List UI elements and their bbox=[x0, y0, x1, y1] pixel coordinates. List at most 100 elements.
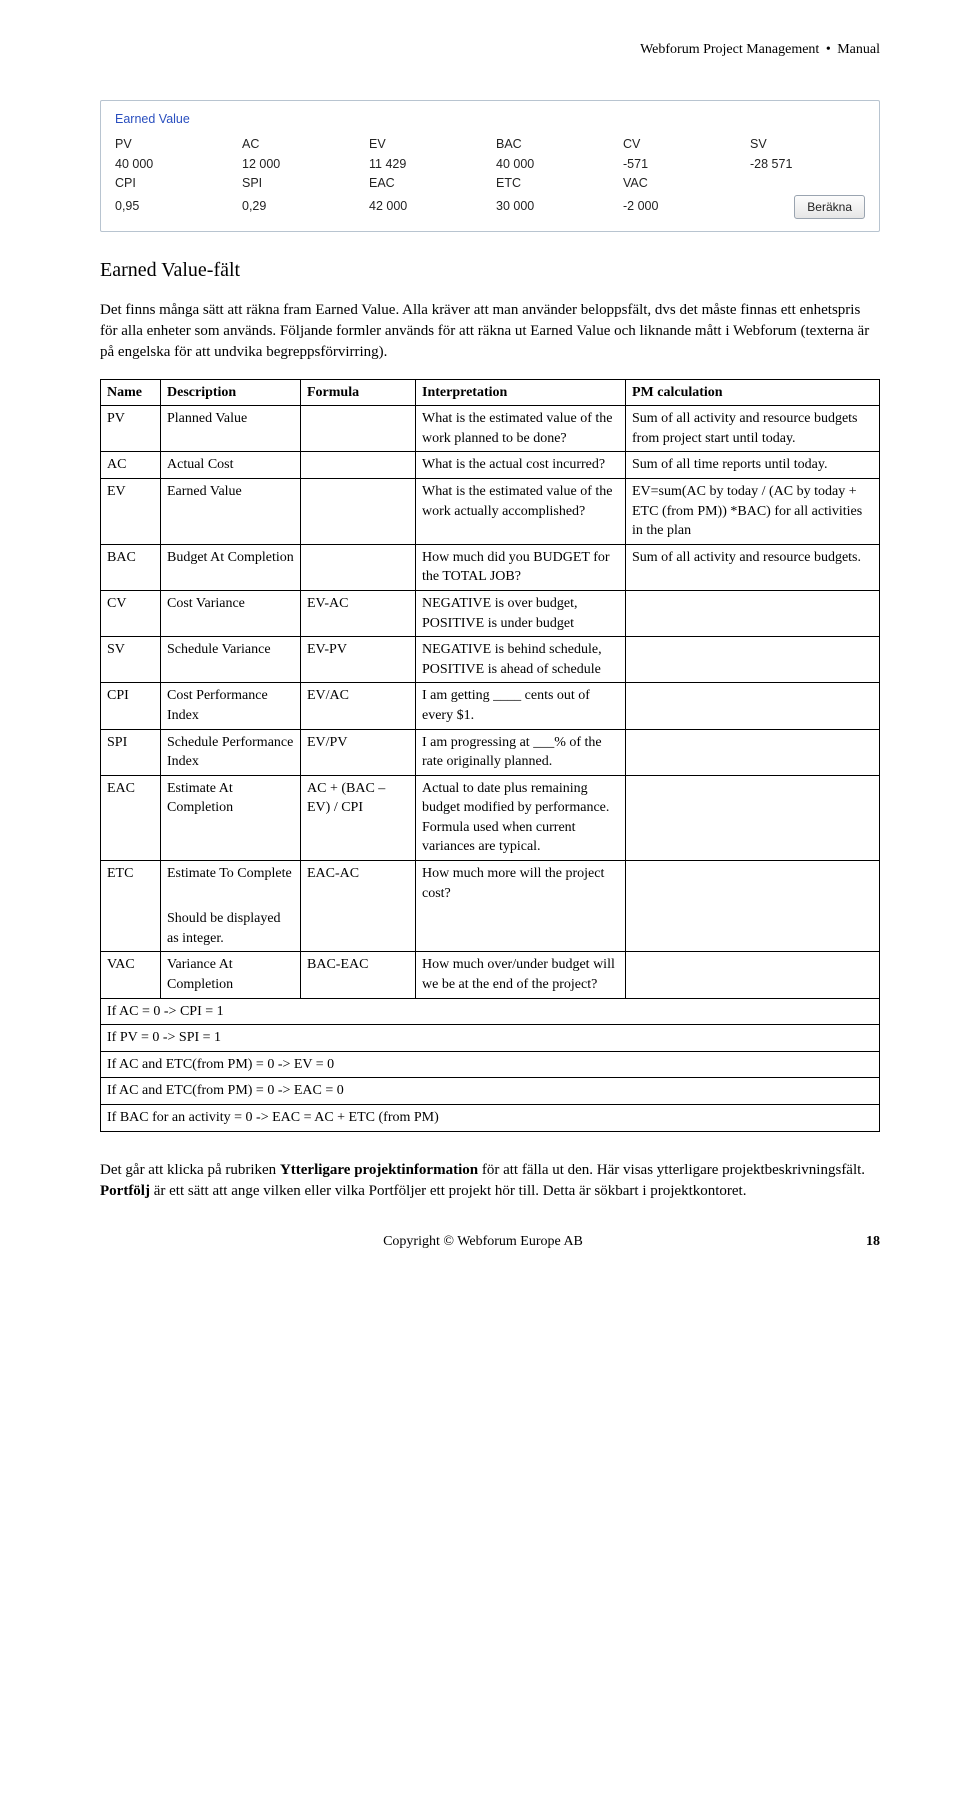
table-footnote-row: If PV = 0 -> SPI = 1 bbox=[101, 1025, 880, 1052]
table-cell-formula: AC + (BAC – EV) / CPI bbox=[301, 775, 416, 860]
table-cell-formula bbox=[301, 452, 416, 479]
page-footer: Copyright © Webforum Europe AB 18 bbox=[100, 1232, 880, 1252]
ev-label-etc: ETC bbox=[496, 175, 615, 193]
footer-symbol: © bbox=[443, 1234, 454, 1249]
table-cell-desc: Planned Value bbox=[161, 406, 301, 452]
table-cell-name: AC bbox=[101, 452, 161, 479]
table-row: CVCost VarianceEV-ACNEGATIVE is over bud… bbox=[101, 590, 880, 636]
footer-copyright: Copyright bbox=[383, 1234, 440, 1249]
table-cell-formula bbox=[301, 478, 416, 544]
ev-legend: Earned Value bbox=[115, 111, 190, 129]
table-row: PVPlanned Value What is the estimated val… bbox=[101, 406, 880, 452]
table-cell-name: CV bbox=[101, 590, 161, 636]
table-cell-name: CPI bbox=[101, 683, 161, 729]
table-cell-pmcalc bbox=[626, 861, 880, 907]
th-formula: Formula bbox=[301, 379, 416, 406]
table-cell-desc: Earned Value bbox=[161, 478, 301, 544]
ev-definitions-table: Name Description Formula Interpretation … bbox=[100, 379, 880, 1132]
table-row: CPICost Performance IndexEV/ACI am getti… bbox=[101, 683, 880, 729]
table-cell-interp: How much over/under budget will we be at… bbox=[416, 952, 626, 998]
table-cell bbox=[301, 906, 416, 952]
table-row: VACVariance At CompletionBAC-EACHow much… bbox=[101, 952, 880, 998]
table-cell-desc: Schedule Performance Index bbox=[161, 729, 301, 775]
table-cell-pmcalc bbox=[626, 683, 880, 729]
table-row-etc-note: Should be displayed as integer. bbox=[101, 906, 880, 952]
ev-label-eac: EAC bbox=[369, 175, 488, 193]
table-cell-name: ETC bbox=[101, 861, 161, 907]
table-footnote-cell: If PV = 0 -> SPI = 1 bbox=[101, 1025, 880, 1052]
table-cell-desc: Actual Cost bbox=[161, 452, 301, 479]
table-row: ACActual Cost What is the actual cost inc… bbox=[101, 452, 880, 479]
table-cell-interp: I am getting ____ cents out of every $1. bbox=[416, 683, 626, 729]
ev-value-sv: -28 571 bbox=[750, 156, 865, 174]
section-title: Earned Value-fält bbox=[100, 256, 880, 284]
table-cell-interp: What is the actual cost incurred? bbox=[416, 452, 626, 479]
table-cell-name: SV bbox=[101, 637, 161, 683]
table-row: SVSchedule VarianceEV-PVNEGATIVE is behi… bbox=[101, 637, 880, 683]
ev-value-pv: 40 000 bbox=[115, 156, 234, 174]
table-footnote-cell: If AC = 0 -> CPI = 1 bbox=[101, 998, 880, 1025]
ev-value-cpi: 0,95 bbox=[115, 198, 234, 216]
ev-label-vac: VAC bbox=[623, 175, 742, 193]
table-cell-name: PV bbox=[101, 406, 161, 452]
table-cell bbox=[416, 906, 626, 952]
calculate-button[interactable]: Beräkna bbox=[794, 195, 865, 219]
page-header: Webforum Project Management • Manual bbox=[100, 40, 880, 60]
table-cell-pmcalc: Sum of all activity and resource budgets… bbox=[626, 544, 880, 590]
table-cell-formula bbox=[301, 406, 416, 452]
table-cell-formula: EV/PV bbox=[301, 729, 416, 775]
table-cell-interp: What is the estimated value of the work … bbox=[416, 406, 626, 452]
table-cell-name: SPI bbox=[101, 729, 161, 775]
table-footnote-row: If BAC for an activity = 0 -> EAC = AC +… bbox=[101, 1105, 880, 1132]
table-row: ETCEstimate To CompleteEAC-ACHow much mo… bbox=[101, 861, 880, 907]
ev-value-etc: 30 000 bbox=[496, 198, 615, 216]
table-cell-pmcalc: Sum of all activity and resource budgets… bbox=[626, 406, 880, 452]
table-row: BACBudget At CompletionHow much did you … bbox=[101, 544, 880, 590]
ev-label-cv: CV bbox=[623, 136, 742, 154]
table-cell-interp: How much more will the project cost? bbox=[416, 861, 626, 907]
table-cell-pmcalc bbox=[626, 590, 880, 636]
ev-value-bac: 40 000 bbox=[496, 156, 615, 174]
earned-value-panel: Earned Value PV AC EV BAC CV SV 40 000 1… bbox=[100, 100, 880, 232]
ev-value-spi: 0,29 bbox=[242, 198, 361, 216]
intro-paragraph: Det finns många sätt att räkna fram Earn… bbox=[100, 300, 880, 363]
table-cell-interp: Actual to date plus remaining budget mod… bbox=[416, 775, 626, 860]
ev-label-bac: BAC bbox=[496, 136, 615, 154]
ev-value-cv: -571 bbox=[623, 156, 742, 174]
p2-part-a: Det går att klicka på rubriken bbox=[100, 1162, 280, 1178]
footer-page-number: 18 bbox=[866, 1232, 880, 1252]
table-cell-pmcalc bbox=[626, 729, 880, 775]
table-cell bbox=[101, 906, 161, 952]
table-row: EVEarned ValueWhat is the estimated valu… bbox=[101, 478, 880, 544]
ev-label-cpi: CPI bbox=[115, 175, 234, 193]
table-cell-pmcalc bbox=[626, 775, 880, 860]
table-cell: Should be displayed as integer. bbox=[161, 906, 301, 952]
table-footnote-cell: If AC and ETC(from PM) = 0 -> EV = 0 bbox=[101, 1051, 880, 1078]
table-row: SPISchedule Performance IndexEV/PVI am p… bbox=[101, 729, 880, 775]
table-cell-desc: Estimate At Completion bbox=[161, 775, 301, 860]
p2-part-c: för att fälla ut den. Här visas ytterlig… bbox=[478, 1162, 865, 1178]
table-cell-pmcalc: Sum of all time reports until today. bbox=[626, 452, 880, 479]
ev-value-eac: 42 000 bbox=[369, 198, 488, 216]
table-cell-desc: Cost Performance Index bbox=[161, 683, 301, 729]
table-cell-formula: BAC-EAC bbox=[301, 952, 416, 998]
table-cell-pmcalc bbox=[626, 952, 880, 998]
table-cell-desc: Variance At Completion bbox=[161, 952, 301, 998]
p2-bold-2: Portfölj bbox=[100, 1183, 150, 1199]
header-bullet: • bbox=[826, 42, 831, 57]
p2-part-e: är ett sätt att ange vilken eller vilka … bbox=[150, 1183, 746, 1199]
table-cell-interp: How much did you BUDGET for the TOTAL JO… bbox=[416, 544, 626, 590]
table-cell-name: VAC bbox=[101, 952, 161, 998]
table-footnote-row: If AC = 0 -> CPI = 1 bbox=[101, 998, 880, 1025]
table-cell-formula: EAC-AC bbox=[301, 861, 416, 907]
closing-paragraph: Det går att klicka på rubriken Ytterliga… bbox=[100, 1160, 880, 1202]
ev-label-pv: PV bbox=[115, 136, 234, 154]
table-row: EACEstimate At CompletionAC + (BAC – EV)… bbox=[101, 775, 880, 860]
ev-label-spi: SPI bbox=[242, 175, 361, 193]
table-footnote-row: If AC and ETC(from PM) = 0 -> EV = 0 bbox=[101, 1051, 880, 1078]
table-cell-desc: Cost Variance bbox=[161, 590, 301, 636]
th-desc: Description bbox=[161, 379, 301, 406]
table-cell-formula: EV-PV bbox=[301, 637, 416, 683]
ev-label-ev: EV bbox=[369, 136, 488, 154]
table-cell-formula: EV-AC bbox=[301, 590, 416, 636]
